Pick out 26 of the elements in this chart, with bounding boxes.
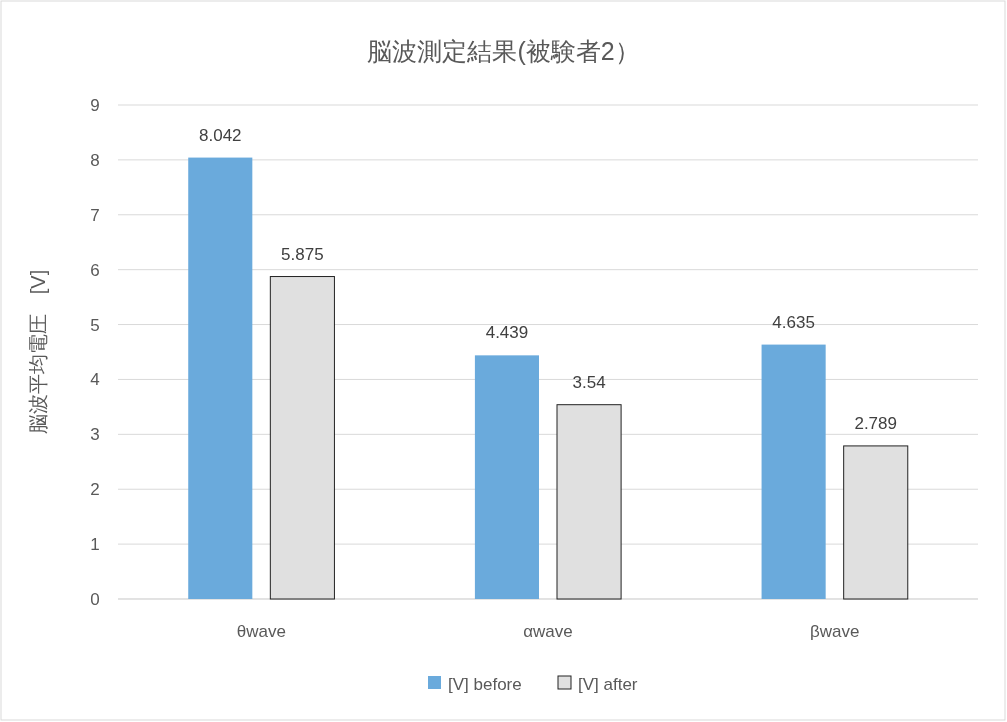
y-tick-label: 0 (90, 589, 100, 609)
y-tick-label: 5 (90, 315, 100, 335)
y-axis-title: 脳波平均電圧 [V] (27, 269, 49, 435)
y-tick-label: 6 (90, 260, 100, 280)
x-tick-label: θwave (236, 622, 286, 641)
y-tick-label: 8 (90, 150, 100, 170)
chart-title: 脳波測定結果(被験者2） (367, 37, 640, 65)
data-label: 5.875 (281, 244, 324, 264)
data-label: 4.635 (772, 312, 815, 332)
bar (474, 355, 539, 599)
bar (188, 157, 253, 599)
data-label: 2.789 (854, 413, 897, 433)
legend-label: [V] before (448, 674, 522, 694)
data-label: 3.54 (572, 372, 606, 392)
bar (761, 344, 826, 599)
legend-label: [V] after (578, 674, 638, 694)
data-label: 4.439 (485, 323, 529, 343)
x-tick-label: αwave (523, 622, 573, 641)
data-label: 8.042 (199, 125, 242, 145)
y-tick-label: 3 (90, 425, 100, 445)
y-tick-label: 4 (90, 370, 100, 390)
y-tick-label: 7 (90, 205, 100, 225)
y-tick-label: 9 (90, 95, 100, 115)
y-tick-label: 2 (90, 480, 100, 500)
y-tick-label: 1 (90, 535, 100, 555)
x-tick-label: βwave (809, 622, 860, 641)
